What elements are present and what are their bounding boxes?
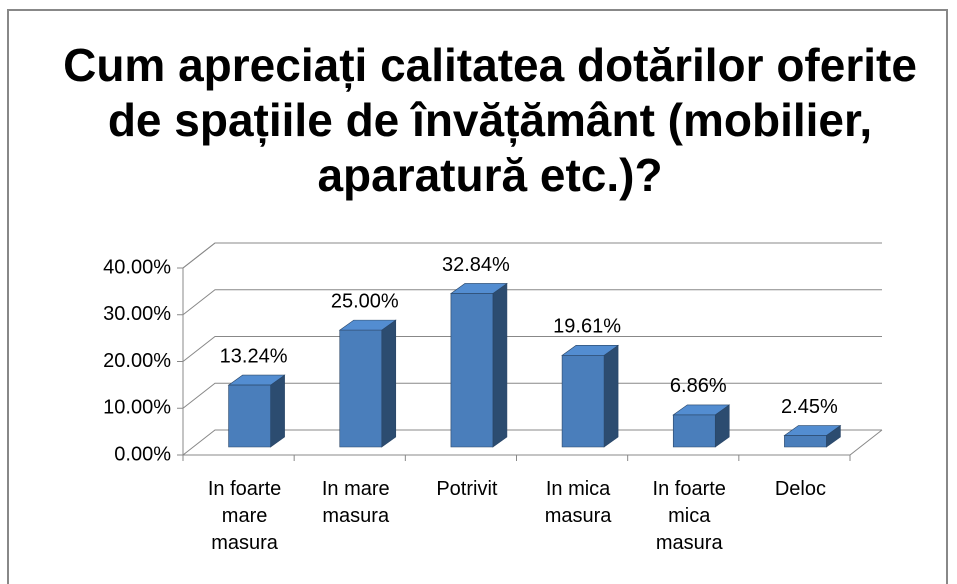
bar-front [561,355,605,448]
value-label: 32.84% [442,254,510,276]
y-tick-label: 0.00% [114,443,171,465]
x-tick-label: In foarte mare masura [207,478,282,554]
bar [561,344,620,448]
value-label: 25.00% [331,290,399,312]
bar-front [228,384,271,448]
x-tick-label: In mica masura [544,478,612,527]
value-label: 6.86% [670,375,727,397]
bar-side [603,344,619,448]
y-tick-label: 30.00% [103,303,171,325]
y-tick-label: 10.00% [103,397,171,419]
bar-front [672,414,716,448]
x-tick-label: In foarte mica masura [652,478,726,554]
floor [183,429,883,456]
x-tick-label: Deloc [774,478,826,500]
x-tick-label: Potrivit [436,478,498,500]
bar [227,374,286,448]
bar-side [270,374,285,448]
grid-line [182,289,882,316]
bar-front [339,329,383,448]
y-tick-label: 20.00% [103,350,171,372]
grid-line [182,336,882,362]
bar-front [784,435,827,448]
bar-side [492,282,508,448]
bar [672,404,731,448]
bar [783,424,842,448]
chart-border [7,9,948,584]
grid-line [182,382,882,409]
y-tick-label: 40.00% [103,256,171,278]
bar-side [381,319,397,448]
value-label: 19.61% [553,316,621,338]
bar [449,282,508,448]
value-label: 2.45% [781,396,838,418]
grid-line [182,429,882,456]
bar [338,319,397,448]
bar-front [450,293,494,448]
value-label: 13.24% [220,345,288,367]
x-tick-label: In mare masura [321,478,390,527]
grid-line [182,242,882,269]
chart-title: Cum apreciați calitatea dotărilor oferit… [63,39,917,201]
